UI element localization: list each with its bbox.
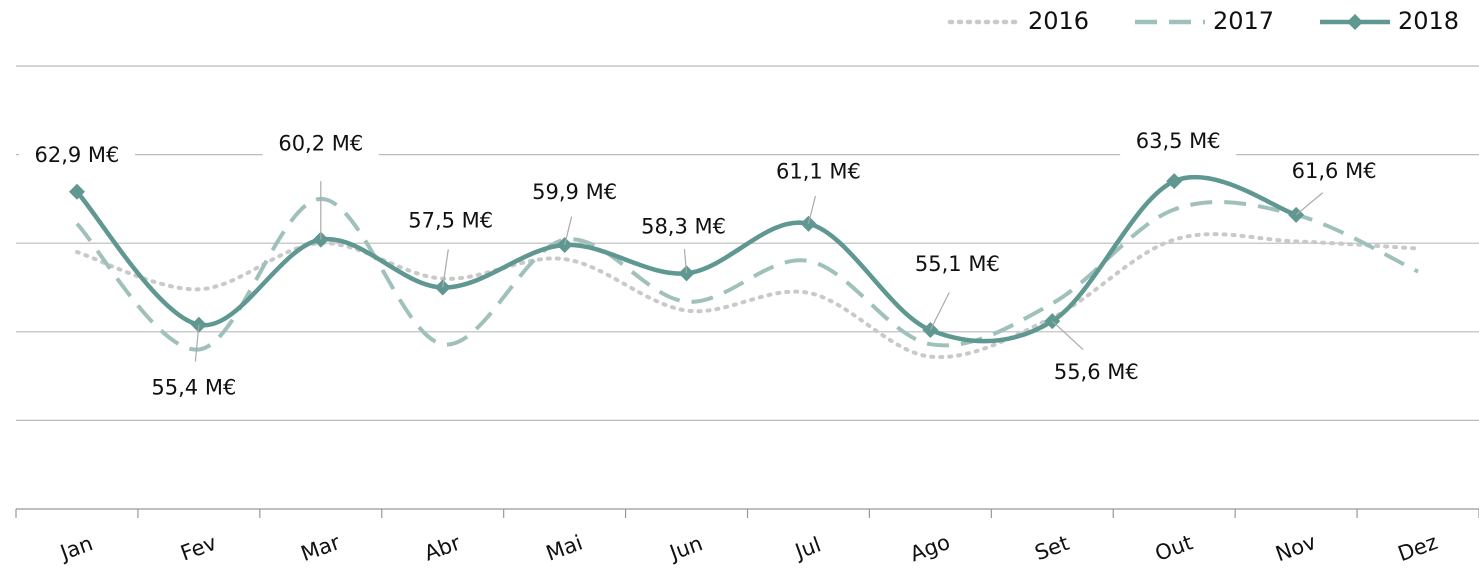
data-label: 57,5 M€ [408, 209, 493, 233]
legend-label: 2018 [1398, 7, 1459, 35]
leader-line [807, 195, 817, 224]
label-bg [392, 206, 509, 237]
x-tick-label: Mai [543, 530, 586, 565]
label-bg [262, 129, 379, 160]
x-tick-label: Fev [177, 531, 219, 566]
data-label: 61,1 M€ [776, 160, 861, 184]
x-tick-label: Nov [1272, 530, 1319, 567]
leader-line [1295, 192, 1324, 216]
leader-line [194, 324, 200, 362]
data-label: 59,9 M€ [532, 180, 617, 204]
marker [68, 183, 85, 200]
label-bg [1120, 127, 1237, 158]
x-tick-label: Set [1032, 531, 1073, 565]
label-bg [516, 177, 633, 208]
data-label: 61,6 M€ [1292, 159, 1377, 183]
label-bg [899, 250, 1016, 281]
x-tick-label: Jul [790, 532, 824, 564]
series-line [74, 232, 1421, 360]
data-label: 55,6 M€ [1054, 360, 1139, 384]
legend-marker [1347, 14, 1363, 30]
x-tick-label: Jan [55, 531, 96, 565]
legend-label: 2017 [1213, 7, 1274, 35]
legend-label: 2016 [1028, 7, 1089, 35]
data-label: 58,3 M€ [641, 214, 726, 238]
x-tick-label: Mar [298, 530, 344, 566]
label-bg [135, 373, 252, 404]
leader-line [929, 292, 950, 331]
data-label: 63,5 M€ [1136, 129, 1221, 153]
x-tick-label: Jun [665, 531, 706, 565]
data-label: 60,2 M€ [278, 132, 363, 156]
series-line [75, 196, 1419, 352]
leader-line [1051, 320, 1084, 351]
x-tick-label: Abr [421, 530, 464, 565]
data-label: 55,4 M€ [151, 376, 236, 400]
x-tick-label: Dez [1395, 530, 1441, 566]
data-label: 55,1 M€ [915, 252, 1000, 276]
series-line [75, 174, 1297, 344]
label-bg [760, 157, 877, 188]
x-tick-label: Out [1152, 530, 1196, 566]
label-bg [18, 140, 135, 171]
leader-line [442, 249, 449, 288]
leader-line [683, 249, 688, 274]
data-label: 62,9 M€ [34, 143, 119, 167]
label-bg [1038, 358, 1155, 389]
marker [1166, 173, 1183, 190]
label-bg [1276, 156, 1393, 187]
x-tick-label: Ago [907, 530, 953, 566]
label-bg [625, 212, 742, 243]
leader-line [564, 216, 573, 246]
